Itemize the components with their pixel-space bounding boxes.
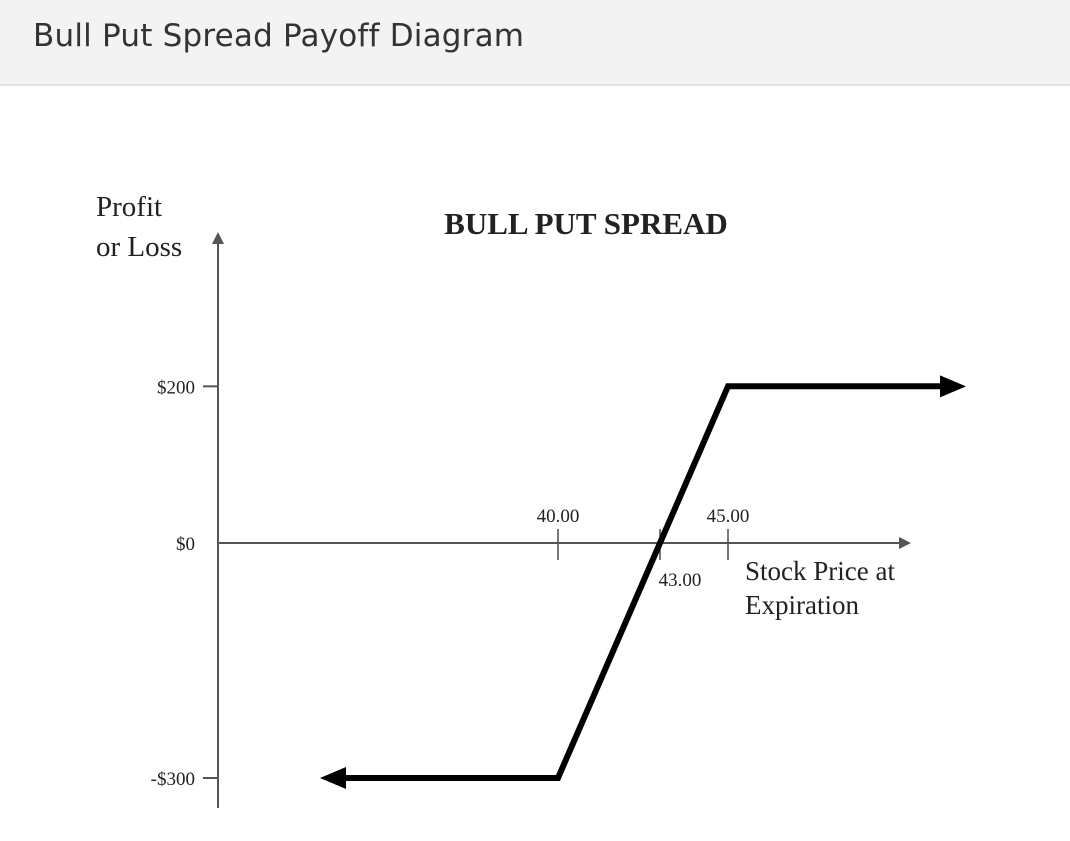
x-tick-label: 40.00 xyxy=(537,506,580,527)
chart-title: BULL PUT SPREAD xyxy=(444,206,728,241)
y-tick-label: $200 xyxy=(157,377,195,398)
page-title: Bull Put Spread Payoff Diagram xyxy=(33,18,525,54)
x-tick-label: 43.00 xyxy=(659,570,702,591)
left-arrowhead xyxy=(320,766,346,789)
y-ticks: $200 $0 -$300 xyxy=(151,377,218,790)
x-axis-label-line2: Expiration xyxy=(745,590,859,620)
page-header: Bull Put Spread Payoff Diagram xyxy=(0,0,1070,86)
y-tick-label: -$300 xyxy=(151,769,195,790)
payoff-chart: BULL PUT SPREAD Profit or Loss Stock Pri… xyxy=(96,191,966,808)
y-tick-label: $0 xyxy=(176,534,195,555)
chart-container: BULL PUT SPREAD Profit or Loss Stock Pri… xyxy=(0,88,1070,841)
x-ticks: 40.00 43.00 45.00 xyxy=(537,506,750,591)
y-axis-label-line1: Profit xyxy=(96,191,162,223)
right-arrowhead xyxy=(940,375,966,398)
x-axis-label-line1: Stock Price at xyxy=(745,556,895,586)
x-tick-label: 45.00 xyxy=(707,506,750,527)
series-group xyxy=(320,375,966,789)
payoff-line xyxy=(344,383,940,781)
y-axis-label-line2: or Loss xyxy=(96,231,182,263)
